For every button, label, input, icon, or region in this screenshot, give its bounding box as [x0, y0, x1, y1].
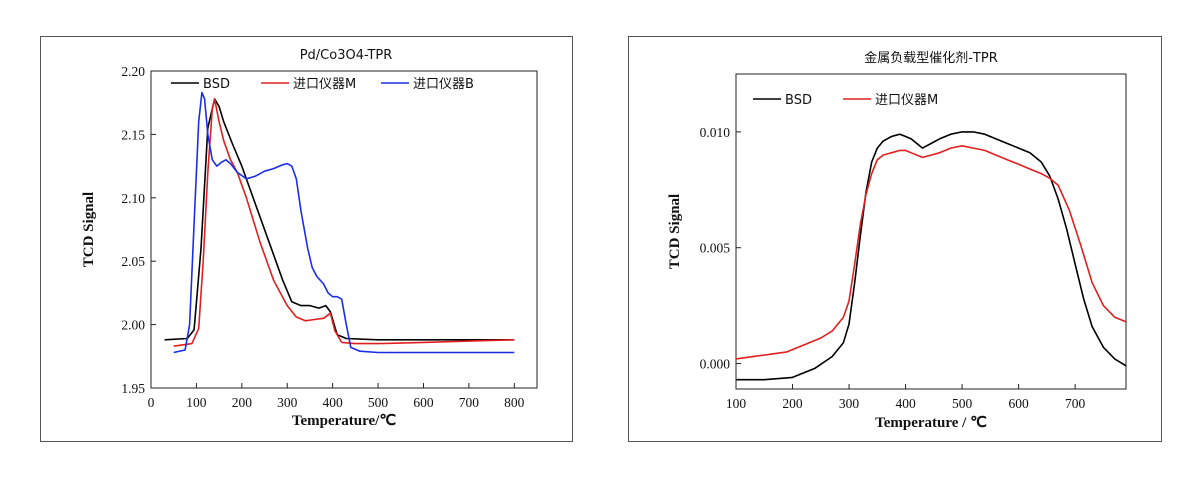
x-tick-label: 0	[148, 395, 155, 410]
x-tick-label: 600	[1008, 396, 1028, 411]
legend-label: 进口仪器B	[413, 77, 474, 92]
legend-label: 进口仪器M	[293, 77, 356, 92]
y-tick-label: 2.05	[121, 254, 145, 269]
series-line-1	[735, 145, 1127, 360]
tpr-chart-metal-catalyst: 金属负载型催化剂-TPR 100 200 300 400 500 600 700 0.000 0.…	[667, 50, 1127, 431]
legend-label: BSD	[203, 77, 230, 92]
y-tick-label: 1.95	[121, 381, 145, 396]
x-tick-label: 300	[277, 395, 298, 410]
y-tick-label: 0.005	[700, 241, 731, 256]
x-tick-label: 700	[459, 395, 480, 410]
chart-panel-right: 金属负载型催化剂-TPR 100 200 300 400 500 600 700 0.000 0.…	[628, 36, 1162, 442]
series-line-0	[736, 131, 1127, 381]
tpr-chart-pd-co3o4: Pd/Co3O4-TPR 0 100 200 300 400 500 600 700 800 1.9…	[81, 48, 538, 429]
y-tick-label: 2.00	[121, 318, 145, 333]
y-tick-label: 2.15	[121, 127, 145, 142]
y-tick-label: 2.20	[121, 64, 145, 79]
plot-area-frame	[150, 70, 538, 389]
series-line-0	[164, 98, 515, 341]
x-tick-label: 100	[186, 395, 207, 410]
y-axis-label: TCD Signal	[667, 194, 683, 269]
x-tick-label: 200	[232, 395, 253, 410]
x-axis-label: Temperature/℃	[292, 413, 396, 429]
chart-title: 金属负载型催化剂-TPR	[864, 50, 998, 66]
x-tick-label: 400	[895, 396, 916, 411]
legend-label: 进口仪器M	[875, 93, 938, 108]
x-tick-label: 600	[413, 395, 434, 410]
series-line-2	[173, 91, 515, 354]
x-tick-label: 500	[368, 395, 389, 410]
x-axis-label: Temperature / ℃	[875, 415, 987, 431]
x-tick-label: 100	[726, 396, 747, 411]
x-tick-label: 400	[323, 395, 344, 410]
chart-title: Pd/Co3O4-TPR	[300, 48, 393, 63]
chart-panel-left: Pd/Co3O4-TPR 0 100 200 300 400 500 600 700 800 1.9…	[40, 36, 573, 442]
y-tick-label: 0.010	[700, 125, 731, 140]
x-tick-label: 700	[1065, 396, 1086, 411]
x-tick-label: 200	[782, 396, 803, 411]
plot-area-frame	[735, 73, 1127, 390]
y-tick-label: 2.10	[121, 191, 145, 206]
x-tick-label: 500	[952, 396, 973, 411]
legend-label: BSD	[785, 93, 812, 108]
x-tick-label: 300	[839, 396, 860, 411]
y-axis-label: TCD Signal	[81, 192, 97, 267]
x-tick-label: 800	[504, 395, 525, 410]
y-tick-label: 0.000	[700, 357, 731, 372]
series-line-1	[173, 98, 515, 347]
